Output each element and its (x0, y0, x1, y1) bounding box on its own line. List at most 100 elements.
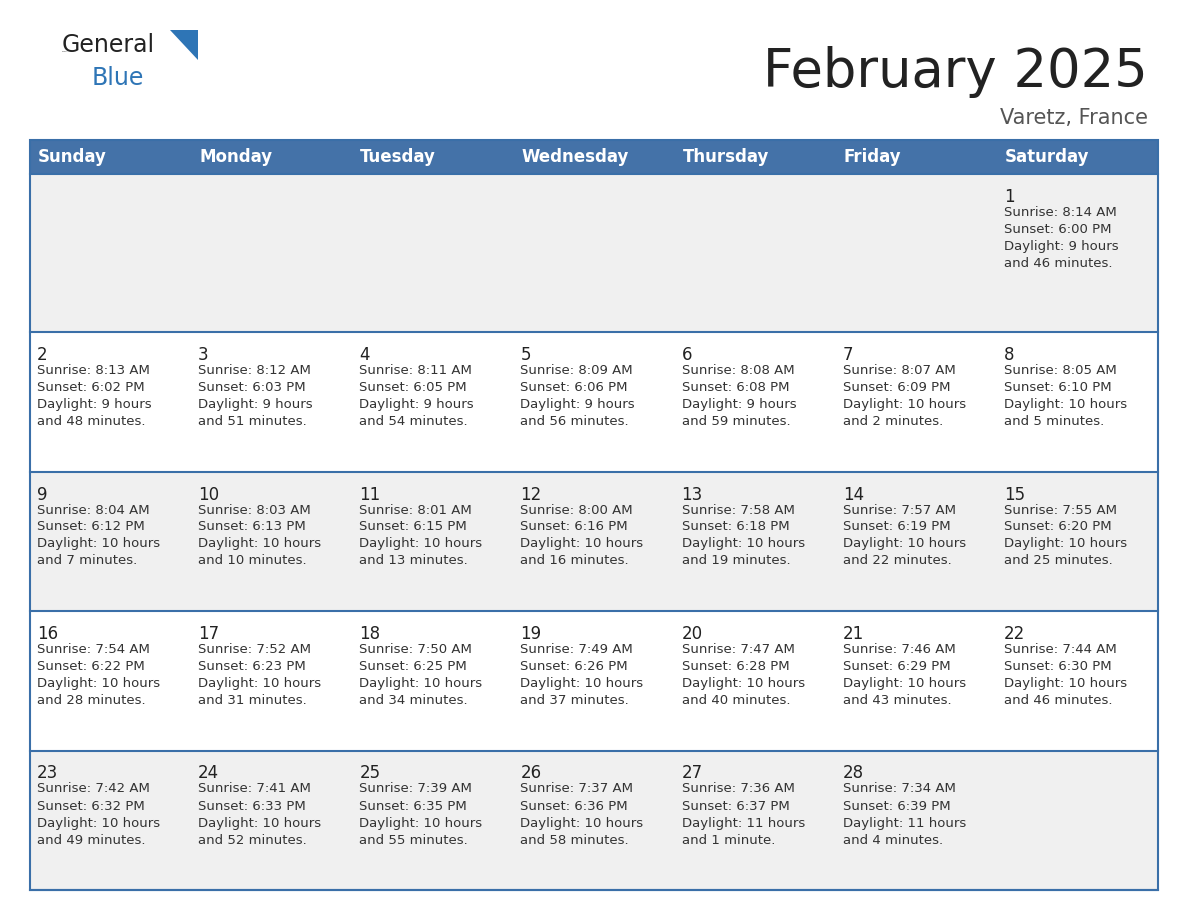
Text: 14: 14 (842, 486, 864, 503)
Text: 17: 17 (198, 625, 220, 643)
Polygon shape (170, 30, 198, 60)
Text: Sunrise: 8:01 AM: Sunrise: 8:01 AM (359, 503, 472, 517)
Text: Daylight: 9 hours: Daylight: 9 hours (1004, 240, 1118, 253)
Text: Sunrise: 7:58 AM: Sunrise: 7:58 AM (682, 503, 795, 517)
Text: Sunset: 6:16 PM: Sunset: 6:16 PM (520, 521, 628, 533)
Text: Sunset: 6:36 PM: Sunset: 6:36 PM (520, 800, 628, 812)
Text: Sunset: 6:39 PM: Sunset: 6:39 PM (842, 800, 950, 812)
Text: Daylight: 10 hours: Daylight: 10 hours (198, 677, 321, 690)
Text: and 10 minutes.: and 10 minutes. (198, 554, 307, 567)
Text: and 16 minutes.: and 16 minutes. (520, 554, 630, 567)
Text: Sunrise: 8:03 AM: Sunrise: 8:03 AM (198, 503, 311, 517)
Bar (191, 140, 353, 174)
Text: Sunset: 6:29 PM: Sunset: 6:29 PM (842, 660, 950, 673)
Text: 28: 28 (842, 765, 864, 782)
Text: Sunrise: 8:09 AM: Sunrise: 8:09 AM (520, 364, 633, 377)
Text: Sunset: 6:32 PM: Sunset: 6:32 PM (37, 800, 145, 812)
Text: Sunset: 6:03 PM: Sunset: 6:03 PM (198, 381, 305, 394)
Text: 15: 15 (1004, 486, 1025, 503)
Text: Daylight: 9 hours: Daylight: 9 hours (37, 398, 152, 411)
Text: 16: 16 (37, 625, 58, 643)
Text: and 34 minutes.: and 34 minutes. (359, 694, 468, 707)
Text: #222222: #222222 (62, 51, 69, 52)
Text: Sunrise: 7:44 AM: Sunrise: 7:44 AM (1004, 643, 1117, 656)
Text: Sunrise: 7:34 AM: Sunrise: 7:34 AM (842, 782, 955, 796)
Text: Sunset: 6:10 PM: Sunset: 6:10 PM (1004, 381, 1112, 394)
Text: and 2 minutes.: and 2 minutes. (842, 415, 943, 428)
Text: and 37 minutes.: and 37 minutes. (520, 694, 630, 707)
Text: Blue: Blue (91, 66, 145, 90)
Text: Sunset: 6:23 PM: Sunset: 6:23 PM (198, 660, 305, 673)
Text: Sunset: 6:08 PM: Sunset: 6:08 PM (682, 381, 789, 394)
Text: Sunset: 6:30 PM: Sunset: 6:30 PM (1004, 660, 1112, 673)
Text: Sunrise: 8:13 AM: Sunrise: 8:13 AM (37, 364, 150, 377)
Bar (997, 140, 1158, 174)
Text: Sunset: 6:25 PM: Sunset: 6:25 PM (359, 660, 467, 673)
Text: Daylight: 10 hours: Daylight: 10 hours (359, 538, 482, 551)
Text: Daylight: 10 hours: Daylight: 10 hours (682, 677, 804, 690)
Text: Sunset: 6:15 PM: Sunset: 6:15 PM (359, 521, 467, 533)
Text: and 31 minutes.: and 31 minutes. (198, 694, 307, 707)
Text: Daylight: 10 hours: Daylight: 10 hours (842, 398, 966, 411)
Text: Daylight: 10 hours: Daylight: 10 hours (520, 538, 644, 551)
Text: 9: 9 (37, 486, 48, 503)
Text: Sunrise: 7:54 AM: Sunrise: 7:54 AM (37, 643, 150, 656)
Text: 8: 8 (1004, 346, 1015, 364)
Bar (30, 611, 1158, 751)
Text: 3: 3 (198, 346, 209, 364)
Text: Tuesday: Tuesday (360, 148, 436, 166)
Bar (30, 140, 191, 174)
Text: Daylight: 11 hours: Daylight: 11 hours (842, 816, 966, 830)
Bar (30, 751, 1158, 890)
Text: Sunrise: 7:50 AM: Sunrise: 7:50 AM (359, 643, 472, 656)
Text: and 19 minutes.: and 19 minutes. (682, 554, 790, 567)
Text: Friday: Friday (843, 148, 902, 166)
Text: 11: 11 (359, 486, 380, 503)
Text: and 5 minutes.: and 5 minutes. (1004, 415, 1104, 428)
Text: and 54 minutes.: and 54 minutes. (359, 415, 468, 428)
Text: General: General (62, 33, 156, 57)
Text: Sunrise: 8:00 AM: Sunrise: 8:00 AM (520, 503, 633, 517)
Text: and 58 minutes.: and 58 minutes. (520, 834, 630, 846)
Text: 1: 1 (1004, 188, 1015, 206)
Text: and 28 minutes.: and 28 minutes. (37, 694, 146, 707)
Text: Daylight: 10 hours: Daylight: 10 hours (359, 677, 482, 690)
Bar (353, 140, 513, 174)
Text: Daylight: 10 hours: Daylight: 10 hours (37, 538, 160, 551)
Text: Daylight: 9 hours: Daylight: 9 hours (359, 398, 474, 411)
Text: Daylight: 10 hours: Daylight: 10 hours (198, 816, 321, 830)
Text: and 55 minutes.: and 55 minutes. (359, 834, 468, 846)
Text: and 51 minutes.: and 51 minutes. (198, 415, 307, 428)
Text: 13: 13 (682, 486, 703, 503)
Text: Sunset: 6:12 PM: Sunset: 6:12 PM (37, 521, 145, 533)
Text: February 2025: February 2025 (763, 46, 1148, 98)
Text: 25: 25 (359, 765, 380, 782)
Text: 5: 5 (520, 346, 531, 364)
Text: Daylight: 9 hours: Daylight: 9 hours (682, 398, 796, 411)
Text: Daylight: 10 hours: Daylight: 10 hours (1004, 398, 1127, 411)
Text: Monday: Monday (200, 148, 272, 166)
Text: Sunset: 6:20 PM: Sunset: 6:20 PM (1004, 521, 1112, 533)
Text: 19: 19 (520, 625, 542, 643)
Text: Wednesday: Wednesday (522, 148, 628, 166)
Text: 6: 6 (682, 346, 693, 364)
Bar (30, 472, 1158, 611)
Bar (513, 140, 675, 174)
Text: Daylight: 9 hours: Daylight: 9 hours (520, 398, 636, 411)
Text: Sunset: 6:19 PM: Sunset: 6:19 PM (842, 521, 950, 533)
Text: Sunrise: 7:42 AM: Sunrise: 7:42 AM (37, 782, 150, 796)
Text: and 40 minutes.: and 40 minutes. (682, 694, 790, 707)
Text: Sunset: 6:05 PM: Sunset: 6:05 PM (359, 381, 467, 394)
Text: 22: 22 (1004, 625, 1025, 643)
Bar (30, 140, 1158, 890)
Text: Sunset: 6:13 PM: Sunset: 6:13 PM (198, 521, 305, 533)
Text: Sunset: 6:06 PM: Sunset: 6:06 PM (520, 381, 628, 394)
Text: and 22 minutes.: and 22 minutes. (842, 554, 952, 567)
Text: Daylight: 10 hours: Daylight: 10 hours (37, 677, 160, 690)
Text: and 7 minutes.: and 7 minutes. (37, 554, 138, 567)
Text: 7: 7 (842, 346, 853, 364)
Text: 10: 10 (198, 486, 220, 503)
Text: Daylight: 10 hours: Daylight: 10 hours (1004, 538, 1127, 551)
Text: Sunrise: 7:37 AM: Sunrise: 7:37 AM (520, 782, 633, 796)
Bar (30, 332, 1158, 472)
